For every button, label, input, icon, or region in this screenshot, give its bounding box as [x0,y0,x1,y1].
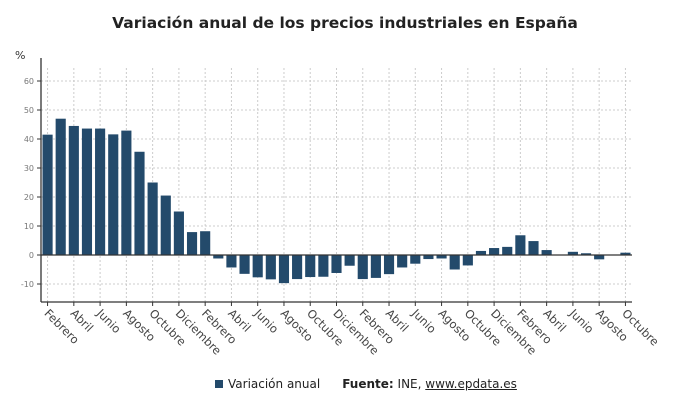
bar [108,134,119,255]
legend-label: Variación anual [228,377,321,391]
legend-swatch [215,380,223,388]
bar [357,255,368,280]
x-tick-label: Octubre [619,306,661,348]
y-tick-label: 10 [24,222,34,231]
bar [134,151,145,255]
x-tick-label: Junio [93,306,124,337]
bar [462,255,473,266]
source-text: INE, [397,377,422,391]
bar [147,182,158,255]
bar [567,251,578,255]
bar [121,130,132,255]
bar [239,255,250,274]
source-link[interactable]: www.epdata.es [425,377,517,391]
bar [383,255,395,275]
bar [318,255,329,277]
y-axis-unit: % [15,49,26,62]
bar [436,255,447,259]
bar [68,125,79,255]
bar [423,255,434,260]
bar [515,235,526,255]
chart-title: Variación anual de los precios industria… [112,14,578,32]
bar [252,255,263,278]
bar [397,255,408,268]
y-tick-label: 20 [24,193,34,202]
bar [620,252,631,255]
bar [95,128,106,255]
bar [344,255,355,266]
bar [594,255,605,260]
bar [410,255,421,264]
bar [541,250,552,255]
y-tick-label: 30 [24,164,34,173]
bar [528,241,539,255]
bar [200,231,211,255]
bar [160,195,171,255]
bar [42,134,53,255]
y-tick-label: 40 [24,135,34,144]
bar [502,246,513,255]
bar [226,255,237,268]
x-tick-label: Junio [251,306,282,337]
bar [331,255,342,273]
bar [265,255,276,280]
bar [186,232,198,255]
source: Fuente: INE, www.epdata.es [342,377,517,391]
bar [173,211,184,255]
bar [81,128,93,255]
legend: Variación anual Fuente: INE, www.epdata.… [215,377,517,391]
y-tick-label: 0 [29,251,34,260]
bar [292,255,303,280]
bar [305,255,316,278]
y-tick-label: -10 [21,280,34,289]
bar [580,253,592,255]
bar [278,255,290,284]
source-label: Fuente: [342,377,394,391]
x-tick-label: Junio [566,306,597,337]
y-tick-label: 60 [24,77,34,86]
bar [370,255,381,278]
bar [449,255,460,270]
y-tick-label: 50 [24,106,34,115]
bar [489,248,500,255]
x-tick-label: Junio [408,306,439,337]
bar [55,118,66,255]
bar [475,250,487,255]
bar [213,255,224,259]
